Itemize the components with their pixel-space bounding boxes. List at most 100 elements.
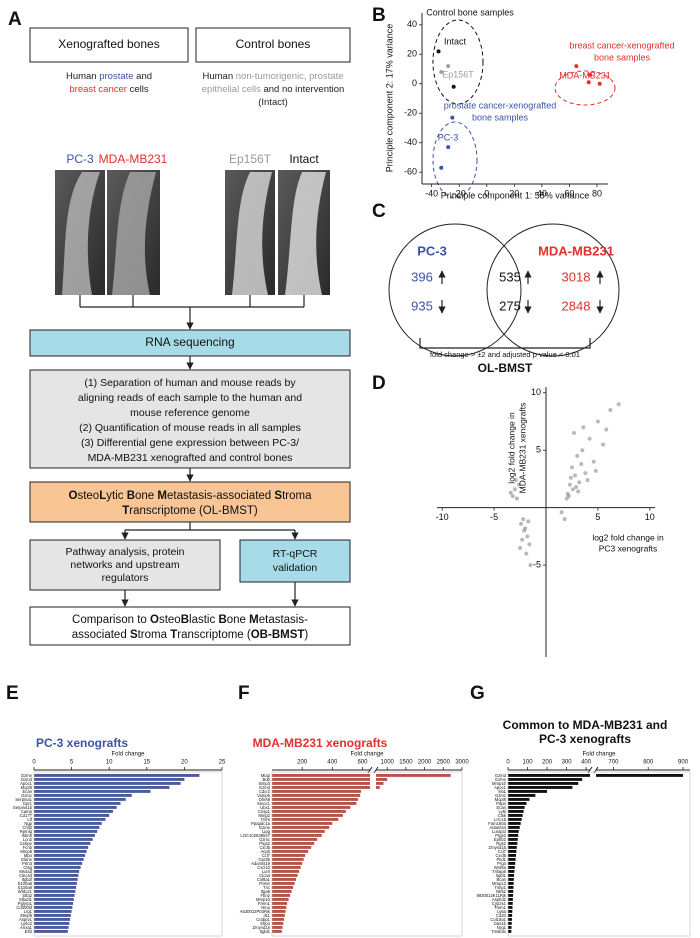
caption-segment: ranscriptome ( (177, 629, 251, 641)
bar (508, 870, 515, 873)
venn-set-name: OL-BMST (478, 361, 533, 375)
y-tick-label: 10 (531, 387, 541, 397)
point (588, 72, 593, 77)
bar (272, 826, 330, 829)
point (525, 534, 530, 539)
caption-segment: (Intact) (258, 97, 288, 108)
point (570, 487, 575, 492)
category-label: Asprv1 (19, 917, 33, 922)
bar (272, 794, 361, 797)
bar (376, 786, 380, 789)
category-label: Ecan (22, 789, 32, 794)
bar (272, 834, 322, 837)
bar (272, 854, 306, 857)
bar (272, 782, 370, 785)
category-label: Fam180a (488, 821, 506, 826)
x-tick-label: 5 (70, 760, 74, 766)
category-label: Mmp2 (258, 813, 270, 818)
caption-line: breast cancer cells (69, 84, 148, 95)
category-label: Elf3 (25, 929, 33, 934)
caption-line: OsteoLytic Bone Metastasis-associated St… (69, 490, 313, 502)
category-label: Col8a1 (257, 877, 271, 882)
category-label: Camp (21, 809, 33, 814)
bar (272, 926, 283, 929)
point (569, 465, 574, 470)
x-axis-label: log2 fold change in (592, 532, 664, 542)
x-tick-label: 60 (564, 188, 574, 198)
category-label: Gzmc (259, 837, 270, 842)
bar (34, 918, 71, 921)
chart-title: PC-3 xenografts (539, 732, 631, 746)
x-tick-label: 10 (106, 760, 113, 766)
bar (272, 910, 286, 913)
point (604, 427, 609, 432)
bar (34, 882, 77, 885)
bar (508, 922, 512, 925)
y-tick-label: -60 (404, 167, 417, 177)
category-label: Asphd2 (492, 897, 507, 902)
bar (272, 774, 370, 777)
bar (272, 838, 318, 841)
venn-shapes (388, 223, 620, 357)
x-tick-label: 2500 (437, 760, 451, 766)
category-label: Mcpt8 (21, 785, 33, 790)
category-label: Stfa2 (22, 893, 32, 898)
chart-title: MDA-MB231 xenografts (253, 736, 388, 750)
caption-segment: Human (203, 71, 236, 82)
caption-segment: O (150, 614, 159, 626)
category-label: Frem1 (258, 901, 271, 906)
category-label: Gzmd (259, 785, 271, 790)
bar (508, 794, 536, 797)
caption-segment: troma (282, 490, 312, 502)
image-label: Intact (289, 152, 319, 166)
category-label: Itgbl1 (260, 929, 271, 934)
bar (34, 806, 117, 809)
bar (272, 806, 351, 809)
obbmst-box (29, 606, 351, 646)
caption-segment: etastasis-associated (167, 490, 274, 502)
bar (34, 822, 102, 825)
category-label: Pkd1 (496, 857, 506, 862)
bar (508, 798, 530, 801)
bar (508, 862, 516, 865)
caption-segment: one (227, 614, 249, 626)
panel-label: A (8, 9, 22, 30)
bar (376, 774, 451, 777)
olbmst-box (29, 481, 351, 523)
step-line: (3) Differential gene expression between… (81, 437, 299, 449)
point (595, 419, 600, 424)
point (526, 519, 531, 524)
category-label: Tnfaip6 (492, 869, 507, 874)
bar (34, 818, 106, 821)
category-label: Ppapdc1a (251, 821, 271, 826)
x-tick-label: 20 (181, 760, 188, 766)
point (577, 480, 582, 485)
caption-segment: B (218, 614, 226, 626)
point (601, 442, 606, 447)
point (575, 453, 580, 458)
bar (508, 882, 514, 885)
category-label: Timp1 (495, 885, 507, 890)
y-axis-label: MDA-MB231 xenografts (517, 403, 527, 494)
caption-segment: steo (77, 490, 99, 502)
bar (508, 782, 579, 785)
x-tick-label: 40 (537, 188, 547, 198)
bar (508, 810, 524, 813)
plot-frame (33, 771, 223, 937)
x-tick-label: 5 (595, 512, 600, 522)
step-line: MDA-MB231 xenografted and control bones (88, 452, 293, 464)
category-label: Pdpn (496, 801, 506, 806)
venn-right-title: MDA-MB231 (538, 243, 614, 258)
category-label: Il4i1 (498, 789, 506, 794)
category-label: Ptgs2 (259, 841, 270, 846)
step-line: (2) Quantification of mouse reads in all… (79, 422, 301, 434)
point (439, 165, 444, 170)
category-label: Chil3 (22, 825, 32, 830)
point (508, 490, 513, 495)
caption-segment: ranscriptome (OL-BMST) (129, 505, 258, 517)
category-label: Lipg (262, 829, 271, 834)
bar (34, 814, 110, 817)
bar (508, 878, 514, 881)
category-label: 9930012K11Rik (477, 893, 507, 898)
